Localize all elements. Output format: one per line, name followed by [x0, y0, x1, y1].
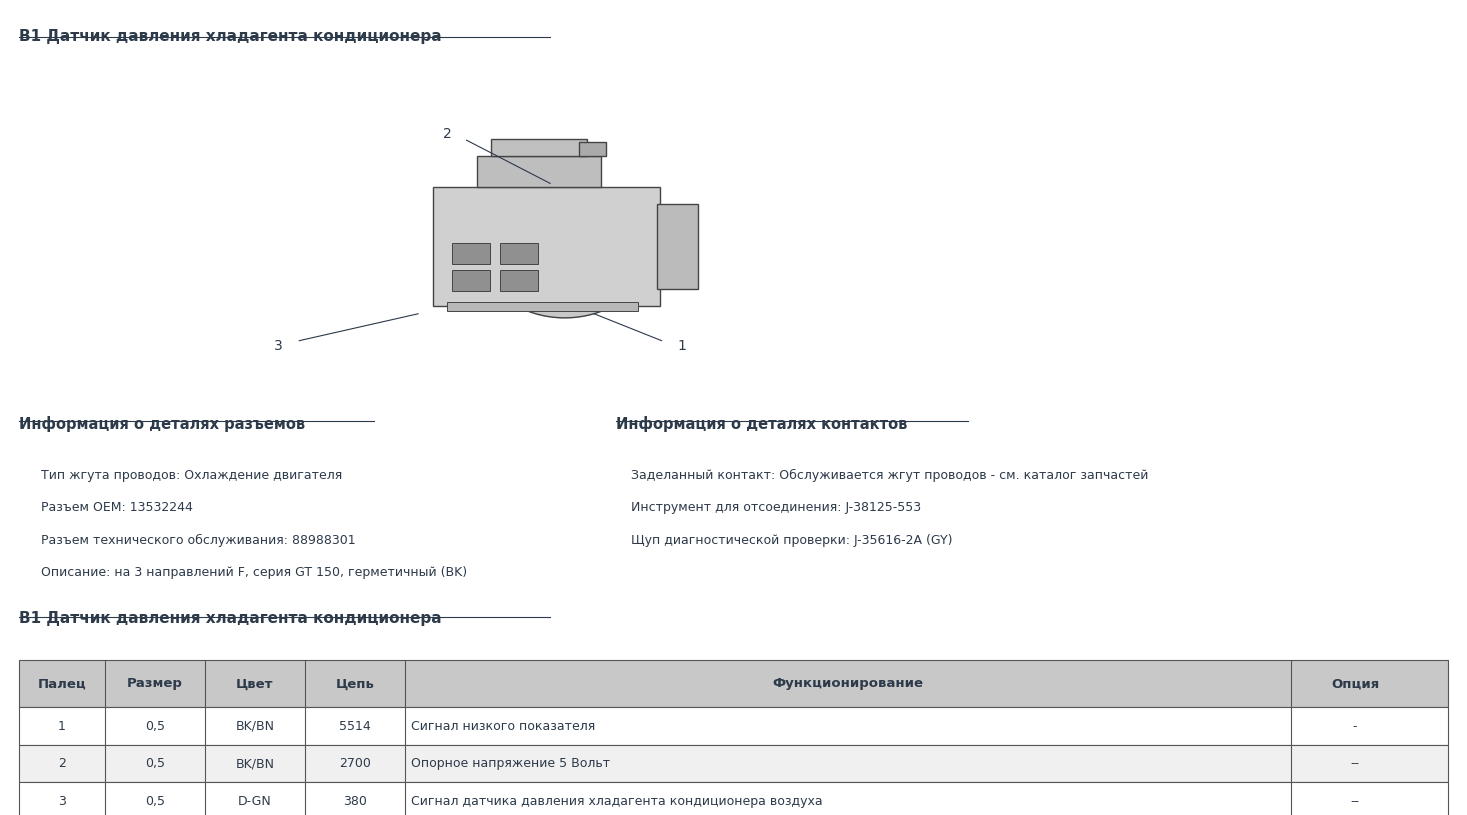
Polygon shape	[484, 196, 645, 318]
Text: Описание: на 3 направлений F, серия GT 150, герметичный (BK): Описание: на 3 направлений F, серия GT 1…	[41, 566, 467, 579]
Text: Разъем OEM: 13532244: Разъем OEM: 13532244	[41, 501, 194, 514]
Text: Опция: Опция	[1331, 677, 1379, 690]
Text: 1: 1	[59, 720, 66, 733]
Text: 2700: 2700	[339, 757, 371, 770]
Text: Палец: Палец	[38, 677, 87, 690]
FancyBboxPatch shape	[452, 243, 490, 264]
Text: --: --	[1351, 757, 1360, 770]
Text: Цвет: Цвет	[236, 677, 273, 690]
Text: Щуп диагностической проверки: J-35616-2A (GY): Щуп диагностической проверки: J-35616-2A…	[631, 534, 952, 547]
Text: BK/BN: BK/BN	[235, 757, 274, 770]
Text: B1 Датчик давления хладагента кондиционера: B1 Датчик давления хладагента кондиционе…	[19, 29, 442, 43]
FancyBboxPatch shape	[500, 270, 538, 291]
Text: 0,5: 0,5	[145, 720, 164, 733]
Text: 2: 2	[59, 757, 66, 770]
Text: Информация о деталях разъемов: Информация о деталях разъемов	[19, 416, 305, 432]
Text: 3: 3	[59, 795, 66, 808]
Text: 0,5: 0,5	[145, 795, 164, 808]
Text: D-GN: D-GN	[238, 795, 271, 808]
Text: 0,5: 0,5	[145, 757, 164, 770]
FancyBboxPatch shape	[477, 156, 601, 187]
FancyBboxPatch shape	[500, 243, 538, 264]
FancyBboxPatch shape	[19, 707, 1448, 745]
Text: Функционирование: Функционирование	[772, 677, 923, 690]
Text: 5514: 5514	[339, 720, 371, 733]
Text: Инструмент для отсоединения: J-38125-553: Инструмент для отсоединения: J-38125-553	[631, 501, 921, 514]
Text: Сигнал низкого показателя: Сигнал низкого показателя	[411, 720, 596, 733]
Text: Опорное напряжение 5 Вольт: Опорное напряжение 5 Вольт	[411, 757, 610, 770]
Text: Информация о деталях контактов: Информация о деталях контактов	[616, 416, 908, 432]
Text: Разъем технического обслуживания: 88988301: Разъем технического обслуживания: 889883…	[41, 534, 355, 547]
Text: B1 Датчик давления хладагента кондиционера: B1 Датчик давления хладагента кондиционе…	[19, 611, 442, 626]
Text: Сигнал датчика давления хладагента кондиционера воздуха: Сигнал датчика давления хладагента конди…	[411, 795, 823, 808]
Text: 3: 3	[274, 339, 283, 354]
FancyBboxPatch shape	[447, 302, 638, 311]
FancyBboxPatch shape	[491, 139, 587, 156]
Text: Тип жгута проводов: Охлаждение двигателя: Тип жгута проводов: Охлаждение двигателя	[41, 469, 342, 482]
Text: 380: 380	[343, 795, 367, 808]
FancyBboxPatch shape	[579, 142, 606, 156]
Text: Цепь: Цепь	[336, 677, 374, 690]
FancyBboxPatch shape	[19, 782, 1448, 815]
FancyBboxPatch shape	[19, 745, 1448, 782]
Text: -: -	[1353, 720, 1357, 733]
FancyBboxPatch shape	[657, 204, 698, 289]
Text: Заделанный контакт: Обслуживается жгут проводов - см. каталог запчастей: Заделанный контакт: Обслуживается жгут п…	[631, 469, 1149, 482]
FancyBboxPatch shape	[19, 660, 1448, 707]
Text: 1: 1	[678, 339, 687, 354]
Text: 2: 2	[443, 127, 452, 142]
Text: Размер: Размер	[126, 677, 183, 690]
Text: BK/BN: BK/BN	[235, 720, 274, 733]
FancyBboxPatch shape	[433, 187, 660, 306]
Text: --: --	[1351, 795, 1360, 808]
FancyBboxPatch shape	[452, 270, 490, 291]
